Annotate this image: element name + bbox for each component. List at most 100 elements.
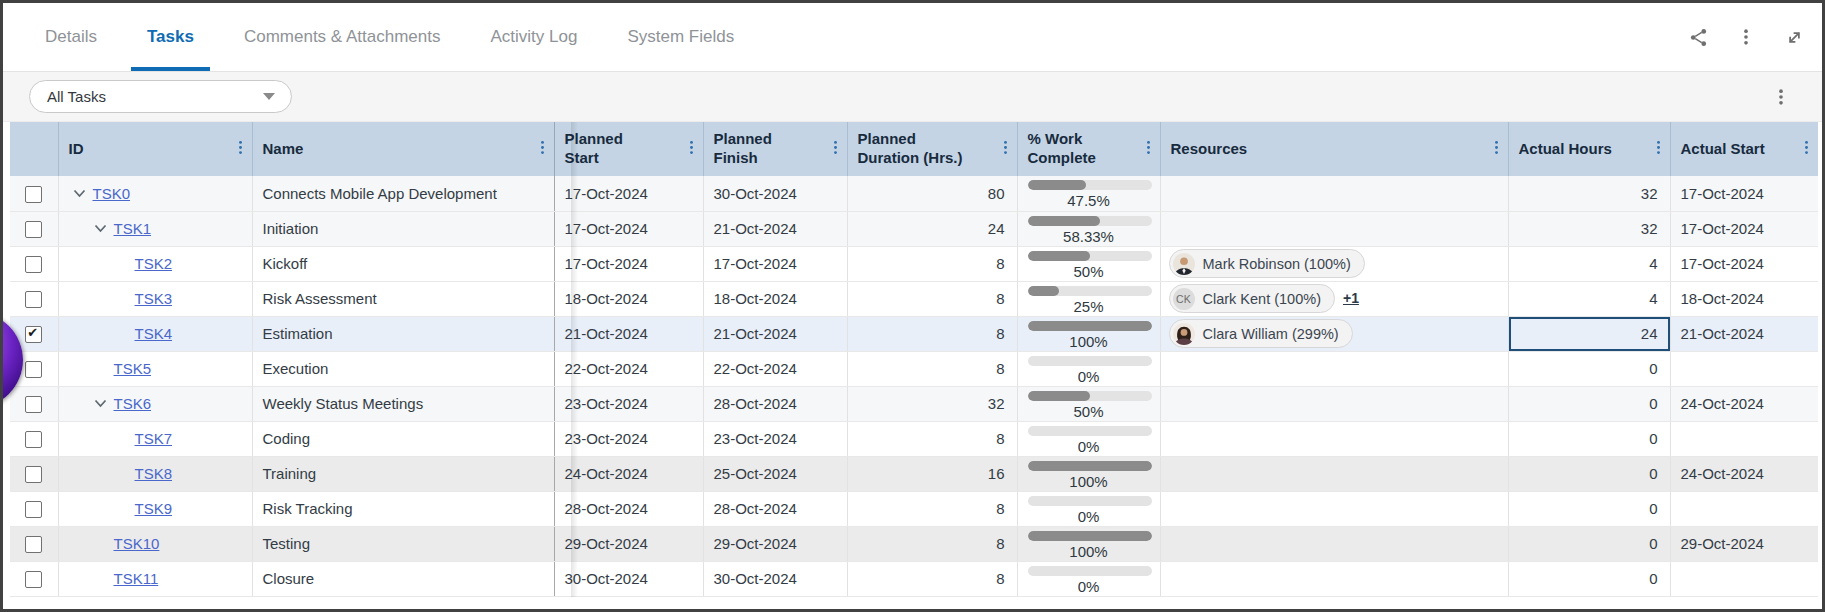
task-id-link[interactable]: TSK8	[135, 465, 173, 482]
column-header-planned_start[interactable]: Planned Start	[554, 122, 703, 176]
progress-bar	[1028, 566, 1152, 576]
actual-hours-cell[interactable]: 0	[1508, 526, 1670, 561]
tab-details[interactable]: Details	[29, 3, 113, 71]
task-id-link[interactable]: TSK10	[114, 535, 160, 552]
task-id-link[interactable]: TSK3	[135, 290, 173, 307]
row-checkbox[interactable]	[25, 326, 42, 343]
actual-hours-cell[interactable]: 32	[1508, 176, 1670, 211]
table-row: TSK1 Initiation 17-Oct-2024 21-Oct-2024 …	[10, 211, 1818, 246]
actual-start-cell: 24-Oct-2024	[1670, 386, 1818, 421]
resource-chip[interactable]: Clara William (299%)	[1169, 319, 1353, 348]
actual-hours-cell[interactable]: 32	[1508, 211, 1670, 246]
resource-chip[interactable]: Mark Robinson (100%)	[1169, 249, 1365, 278]
more-options-icon[interactable]	[1734, 25, 1758, 49]
table-row: TSK9 Risk Tracking 28-Oct-2024 28-Oct-20…	[10, 491, 1818, 526]
planned-finish-cell: 18-Oct-2024	[703, 281, 847, 316]
row-checkbox[interactable]	[25, 431, 42, 448]
actual-start-cell: 17-Oct-2024	[1670, 211, 1818, 246]
column-header-name[interactable]: Name	[252, 122, 554, 176]
resources-cell	[1160, 386, 1508, 421]
task-id-link[interactable]: TSK11	[114, 570, 159, 587]
tab-activity-log[interactable]: Activity Log	[474, 3, 593, 71]
column-menu-icon[interactable]	[1002, 139, 1009, 159]
progress-label: 100%	[1018, 542, 1160, 561]
task-name: Connects Mobile App Development	[252, 176, 554, 211]
chevron-down-icon[interactable]	[94, 399, 107, 408]
table-row: TSK6 Weekly Status Meetings 23-Oct-2024 …	[10, 386, 1818, 421]
expand-icon[interactable]	[1782, 25, 1806, 49]
progress-label: 100%	[1018, 332, 1160, 351]
planned-start-cell: 28-Oct-2024	[554, 491, 703, 526]
work-complete-cell: 100%	[1017, 316, 1160, 351]
task-id-link[interactable]: TSK5	[114, 360, 152, 377]
row-checkbox[interactable]	[25, 536, 42, 553]
chevron-down-icon[interactable]	[94, 224, 107, 233]
actual-hours-cell[interactable]: 0	[1508, 456, 1670, 491]
actual-hours-cell[interactable]: 4	[1508, 246, 1670, 281]
row-checkbox[interactable]	[25, 466, 42, 483]
column-header-actual_start[interactable]: Actual Start	[1670, 122, 1818, 176]
column-header-id[interactable]: ID	[58, 122, 252, 176]
column-menu-icon[interactable]	[1655, 139, 1662, 159]
task-id-link[interactable]: TSK1	[114, 220, 152, 237]
column-menu-icon[interactable]	[1803, 139, 1810, 159]
column-header-planned_duration[interactable]: Planned Duration (Hrs.)	[847, 122, 1017, 176]
column-menu-icon[interactable]	[237, 139, 244, 159]
actual-hours-cell[interactable]: 0	[1508, 491, 1670, 526]
progress-bar	[1028, 286, 1152, 296]
row-checkbox[interactable]	[25, 361, 42, 378]
actual-hours-cell[interactable]: 24	[1508, 316, 1670, 351]
planned-start-cell: 18-Oct-2024	[554, 281, 703, 316]
resources-cell: Clara William (299%)	[1160, 316, 1508, 351]
task-id-link[interactable]: TSK4	[135, 325, 173, 342]
tab-bar: Details Tasks Comments & Attachments Act…	[3, 3, 1822, 72]
actual-hours-cell[interactable]: 0	[1508, 421, 1670, 456]
task-id-link[interactable]: TSK2	[135, 255, 173, 272]
actual-hours-cell[interactable]: 0	[1508, 351, 1670, 386]
progress-bar	[1028, 356, 1152, 366]
table-options-menu-icon[interactable]	[1770, 86, 1792, 108]
column-menu-icon[interactable]	[1145, 139, 1152, 159]
task-filter-dropdown[interactable]: All Tasks	[29, 80, 292, 113]
column-menu-icon[interactable]	[1493, 139, 1500, 159]
work-complete-cell: 0%	[1017, 491, 1160, 526]
resource-chip[interactable]: CKClark Kent (100%)	[1169, 284, 1335, 313]
column-header-actual_hours[interactable]: Actual Hours	[1508, 122, 1670, 176]
table-row: TSK3 Risk Assessment 18-Oct-2024 18-Oct-…	[10, 281, 1818, 316]
progress-bar	[1028, 461, 1152, 471]
row-checkbox[interactable]	[25, 571, 42, 588]
tab-comments-attachments[interactable]: Comments & Attachments	[228, 3, 457, 71]
row-checkbox[interactable]	[25, 501, 42, 518]
column-header-planned_finish[interactable]: Planned Finish	[703, 122, 847, 176]
row-checkbox[interactable]	[25, 396, 42, 413]
actual-hours-cell[interactable]: 0	[1508, 386, 1670, 421]
task-id-link[interactable]: TSK9	[135, 500, 173, 517]
task-id-link[interactable]: TSK7	[135, 430, 173, 447]
task-id-link[interactable]: TSK6	[114, 395, 152, 412]
planned-finish-cell: 22-Oct-2024	[703, 351, 847, 386]
column-menu-icon[interactable]	[539, 139, 546, 159]
resources-cell	[1160, 526, 1508, 561]
row-checkbox[interactable]	[25, 256, 42, 273]
column-header-resources[interactable]: Resources	[1160, 122, 1508, 176]
tab-tasks[interactable]: Tasks	[131, 3, 210, 71]
planned-finish-cell: 17-Oct-2024	[703, 246, 847, 281]
actual-hours-cell[interactable]: 4	[1508, 281, 1670, 316]
row-checkbox[interactable]	[25, 291, 42, 308]
column-header-pct[interactable]: % Work Complete	[1017, 122, 1160, 176]
row-checkbox[interactable]	[25, 221, 42, 238]
work-complete-cell: 100%	[1017, 456, 1160, 491]
tab-system-fields[interactable]: System Fields	[611, 3, 750, 71]
table-row: TSK10 Testing 29-Oct-2024 29-Oct-2024 8 …	[10, 526, 1818, 561]
share-icon[interactable]	[1686, 25, 1710, 49]
column-menu-icon[interactable]	[832, 139, 839, 159]
resources-cell	[1160, 491, 1508, 526]
actual-hours-cell[interactable]: 0	[1508, 561, 1670, 596]
column-menu-icon[interactable]	[688, 139, 695, 159]
chevron-down-icon[interactable]	[73, 189, 86, 198]
row-checkbox[interactable]	[25, 186, 42, 203]
task-name: Training	[252, 456, 554, 491]
planned-start-cell: 17-Oct-2024	[554, 211, 703, 246]
more-resources-link[interactable]: +1	[1343, 290, 1359, 306]
task-id-link[interactable]: TSK0	[93, 185, 131, 202]
